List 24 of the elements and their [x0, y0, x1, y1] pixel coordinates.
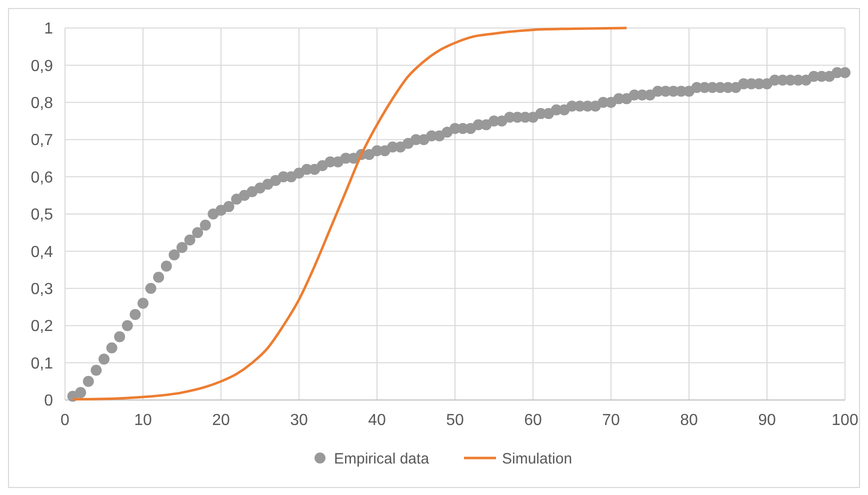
y-tick-label: 0,5 — [30, 206, 54, 224]
x-tick-label: 100 — [832, 412, 858, 429]
y-tick-label: 0,7 — [30, 132, 54, 150]
x-tick-label: 80 — [680, 412, 698, 429]
legend-label: Empirical data — [334, 450, 430, 468]
x-tick-label: 10 — [134, 412, 152, 429]
y-tick-label: 0,9 — [30, 58, 54, 75]
y-tick-label: 0,4 — [30, 244, 54, 261]
x-tick-label: 90 — [758, 412, 776, 429]
y-tick-label: 0,3 — [30, 281, 54, 298]
x-tick-label: 40 — [368, 412, 386, 429]
y-tick-label: 0,8 — [30, 95, 54, 112]
x-tick-label: 30 — [290, 412, 308, 429]
y-tick-label: 0 — [44, 392, 54, 410]
legend-label: Simulation — [502, 450, 572, 468]
x-tick-label: 50 — [446, 412, 464, 429]
y-tick-label: 0,2 — [30, 318, 54, 336]
x-tick-label: 20 — [212, 412, 230, 429]
y-tick-label: 0,1 — [30, 355, 54, 372]
y-tick-label: 1 — [44, 20, 54, 38]
y-tick-label: 0,6 — [30, 169, 54, 186]
x-tick-label: 70 — [602, 412, 620, 429]
x-tick-label: 0 — [60, 412, 70, 429]
x-tick-label: 60 — [524, 412, 542, 429]
